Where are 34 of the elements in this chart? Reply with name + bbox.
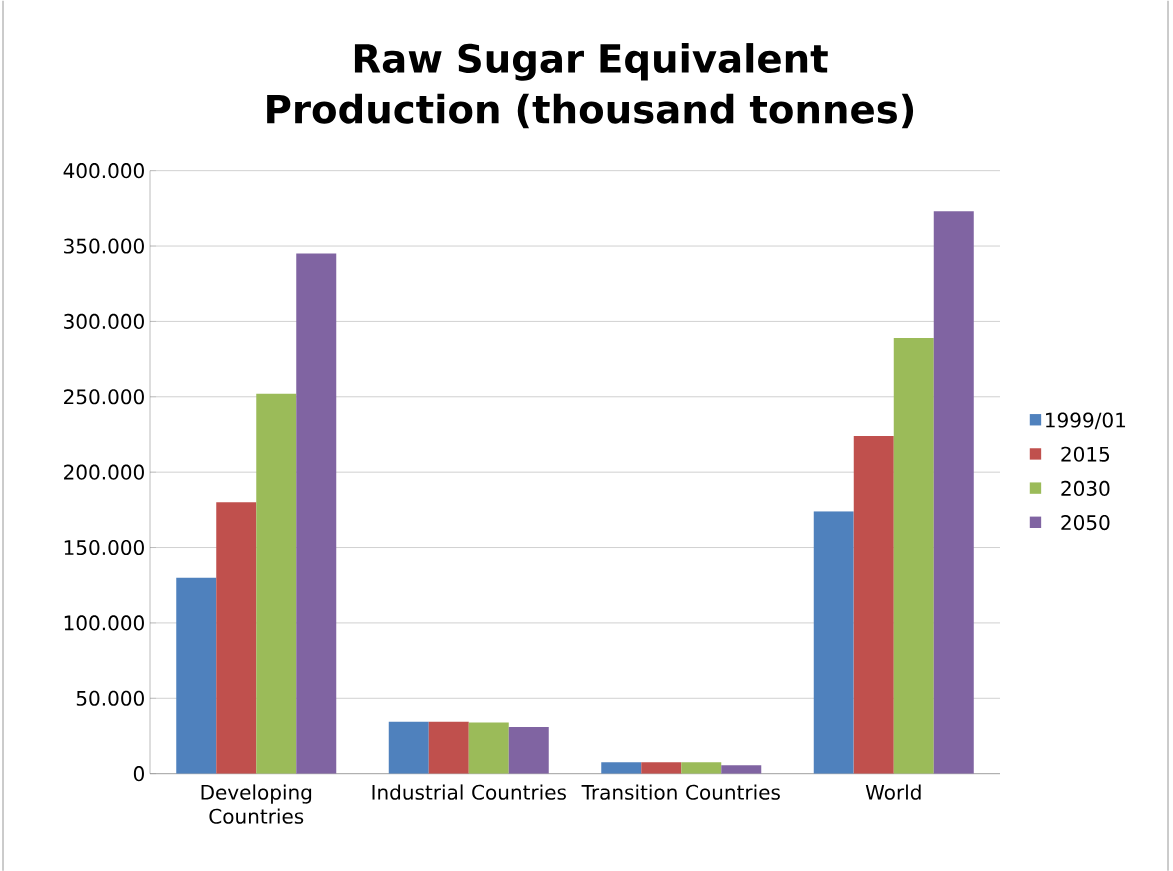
y-tick-label: 200.000 xyxy=(64,464,144,480)
legend-label: 2050 xyxy=(1061,514,1110,530)
bar xyxy=(813,511,854,774)
bar xyxy=(468,722,509,774)
y-tick-label: 250.000 xyxy=(64,389,144,405)
y-tick-label: 100.000 xyxy=(64,615,144,631)
legend-label: 1999/01 xyxy=(1046,412,1126,430)
y-tick-label: 150.000 xyxy=(64,539,144,555)
bar xyxy=(933,211,974,774)
bar xyxy=(721,765,762,774)
y-tick-label: 300.000 xyxy=(64,313,144,329)
bar xyxy=(681,762,722,774)
bar xyxy=(296,253,337,774)
x-tick-label: Developing Countries xyxy=(201,784,312,824)
bar xyxy=(216,502,257,774)
bar xyxy=(641,762,682,774)
legend-label: 2015 xyxy=(1061,446,1110,462)
bar xyxy=(176,577,217,774)
bar xyxy=(893,337,934,774)
bar xyxy=(601,762,642,774)
y-tick-label: 350.000 xyxy=(64,238,144,254)
bar xyxy=(388,721,429,774)
x-tick-label: Industrial Countries xyxy=(372,784,566,800)
y-tick-label: 400.000 xyxy=(63,162,144,179)
x-tick-label: Transition Countries xyxy=(581,784,780,800)
bar xyxy=(508,726,549,774)
y-tick-label: 50.000 xyxy=(76,690,144,706)
y-tick-label: 0 xyxy=(133,765,144,782)
bar xyxy=(428,721,469,774)
bar xyxy=(256,393,297,774)
x-tick-label: World xyxy=(865,784,921,800)
chart-title: Raw Sugar Equivalent Production (thousand tonnes) xyxy=(267,42,914,129)
legend-label: 2030 xyxy=(1061,480,1110,496)
bar xyxy=(853,435,894,774)
